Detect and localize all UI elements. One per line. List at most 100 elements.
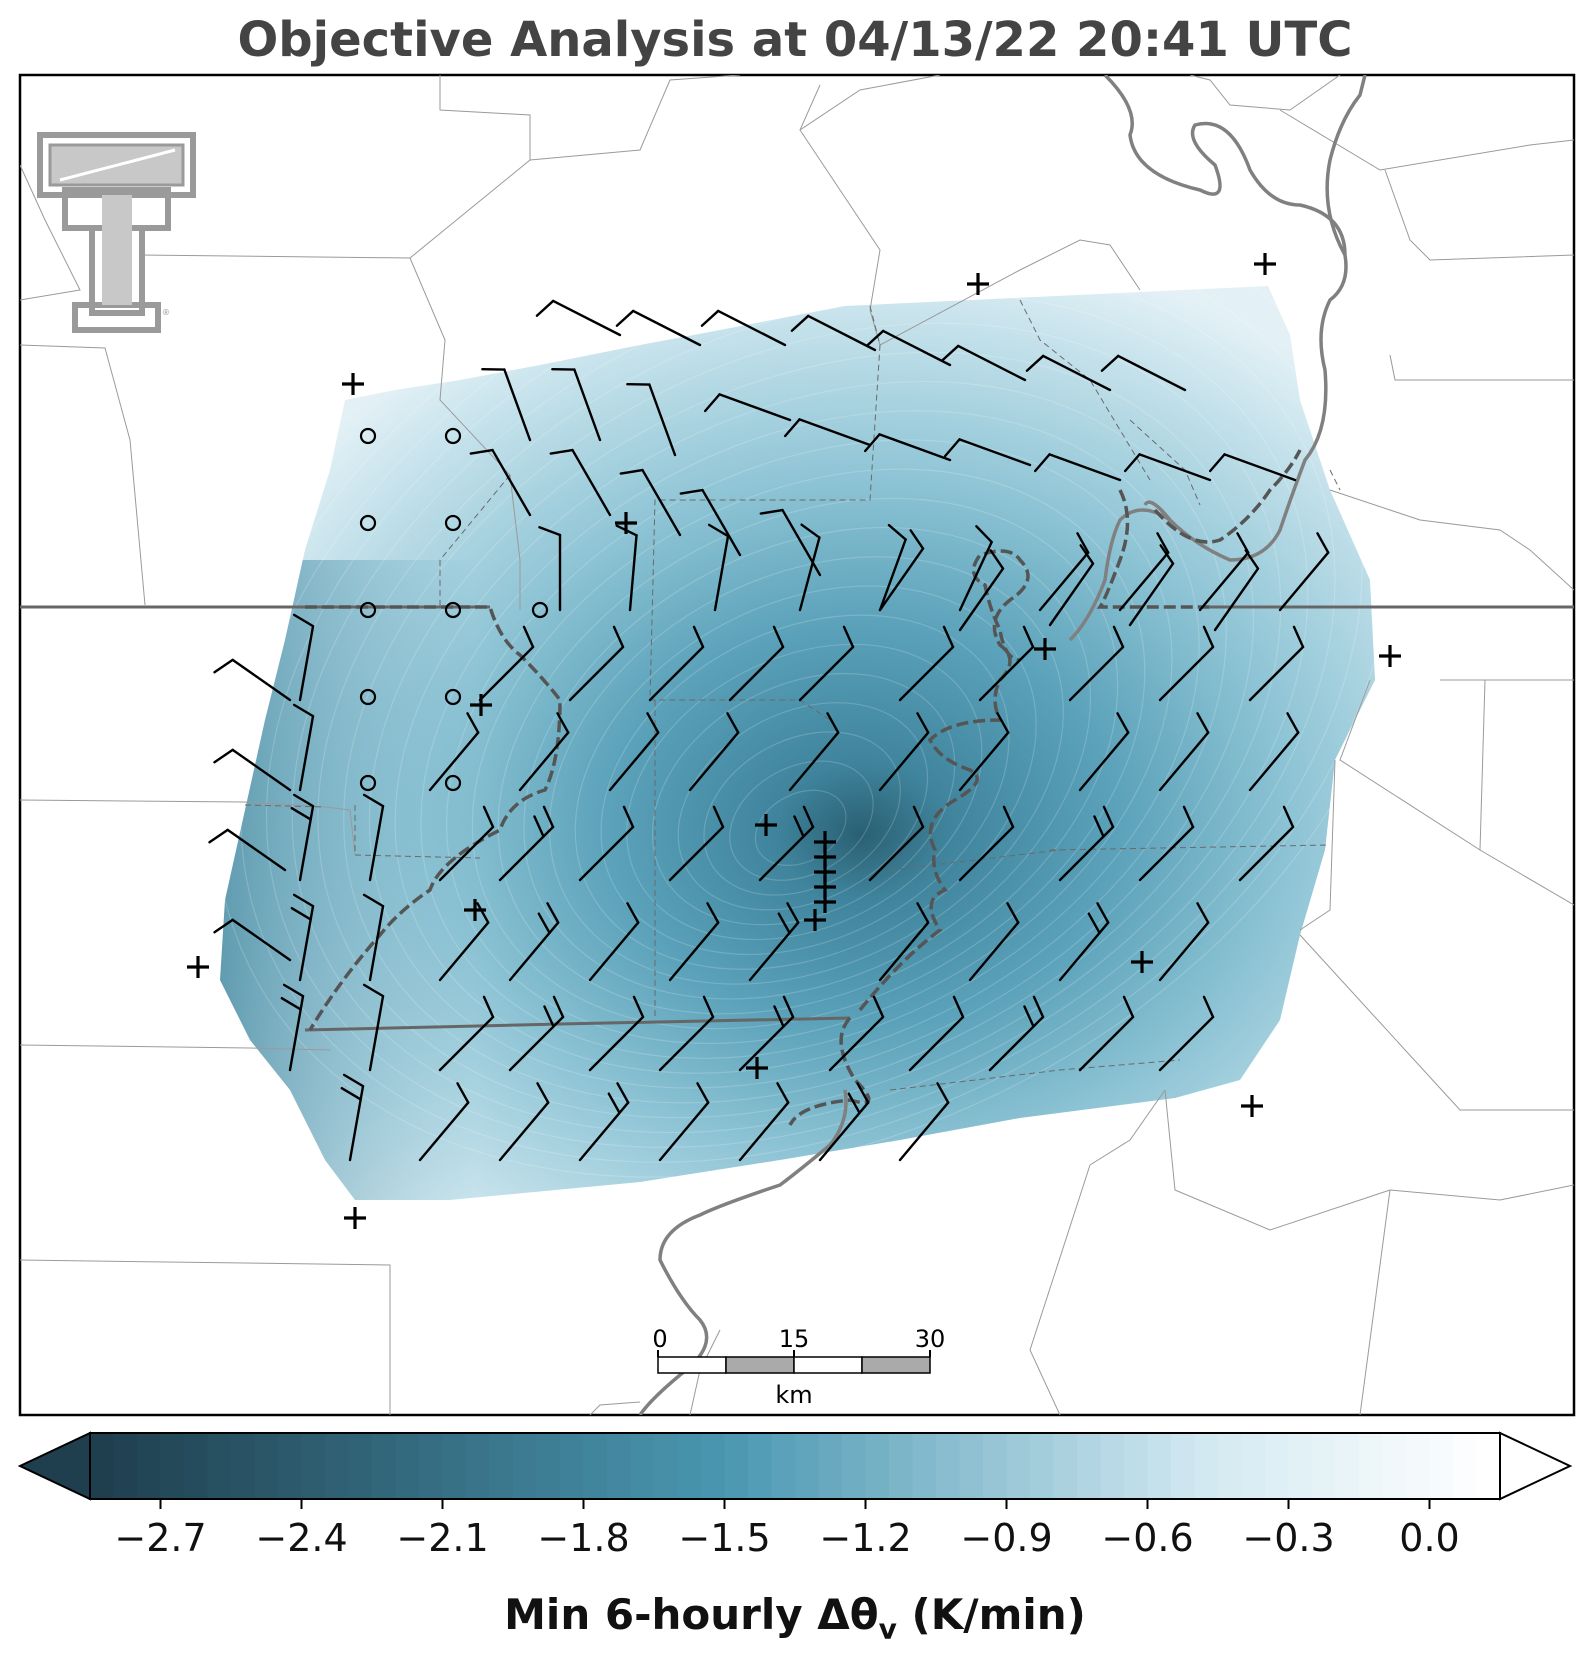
wind-barb: [1198, 532, 1250, 612]
wind-barb: [578, 805, 635, 882]
colorbar-cell: [278, 1433, 303, 1499]
station-plus-markers: [187, 253, 1401, 1229]
wind-barb: [508, 902, 560, 982]
colorbar-cell: [1194, 1433, 1219, 1499]
colorbar-cell: [160, 1433, 185, 1499]
wind-barb: [878, 902, 930, 982]
scale-tick-30: 30: [915, 1325, 946, 1353]
station-plus: [746, 1057, 768, 1079]
wind-barb: [549, 448, 612, 517]
wind-barb: [1123, 453, 1212, 482]
station-plus: [804, 909, 826, 931]
colorbar-cell: [1406, 1433, 1431, 1499]
wind-barb: [868, 805, 925, 882]
contour-line: [703, 731, 901, 896]
colorbar-label-units: (K/min): [896, 1590, 1086, 1639]
station-plus: [1034, 638, 1056, 660]
colorbar-cell: [1453, 1433, 1478, 1499]
colorbar-tick-label: 0.0: [1399, 1516, 1459, 1560]
colorbar-cell: [1265, 1433, 1290, 1499]
wind-barb: [290, 793, 315, 882]
calm-circle: [444, 688, 462, 706]
wind-barb: [668, 805, 725, 882]
wind-barb: [1025, 354, 1112, 392]
wind-barb: [748, 902, 800, 982]
wind-barb: [578, 1082, 630, 1162]
colorbar-tick-label: −2.4: [255, 1516, 347, 1560]
wind-barb: [535, 299, 622, 337]
wind-barb: [208, 828, 287, 872]
wind-barb: [428, 712, 480, 792]
wind-barb: [988, 995, 1045, 1072]
wind-barb: [1033, 453, 1122, 482]
interior-county-lines: [244, 299, 1341, 1091]
texas-tech-double-t-logo: ®: [37, 132, 196, 333]
colorbar-cell: [795, 1433, 820, 1499]
wind-barb: [968, 902, 1020, 982]
colorbar-cell: [90, 1433, 115, 1499]
wind-barb: [978, 625, 1035, 702]
station-plus: [344, 1207, 366, 1229]
wind-barb: [958, 525, 993, 612]
colorbar-cell: [419, 1433, 444, 1499]
colorbar-cell: [936, 1433, 961, 1499]
wind-barb: [878, 712, 930, 792]
calm-circle: [531, 601, 549, 619]
wind-barb: [538, 525, 562, 612]
colorbar-cell: [536, 1433, 561, 1499]
colorbar-cell: [348, 1433, 373, 1499]
wind-barb: [1248, 625, 1305, 702]
svg-text:®: ®: [162, 308, 170, 317]
wind-barb: [1058, 902, 1110, 982]
colorbar-label: Min 6-hourly Δθv (K/min): [0, 1590, 1590, 1645]
colorbar-cell: [1053, 1433, 1078, 1499]
wind-barb: [588, 995, 645, 1072]
calm-circle: [359, 427, 377, 445]
wind-barb: [1158, 995, 1215, 1072]
wind-barb: [1118, 532, 1170, 612]
colorbar: −2.7 −2.4 −2.1 −1.8 −1.5 −1.2 −0.9 −0.6 −0.3 0.0: [17, 1431, 1573, 1560]
wind-barb: [498, 1082, 550, 1162]
colorbar-tick-label: −2.1: [396, 1516, 488, 1560]
colorbar-cell: [231, 1433, 256, 1499]
wind-barb: [213, 658, 292, 702]
wind-barb: [438, 805, 495, 882]
wind-barb: [619, 468, 682, 537]
station-plus: [1379, 645, 1401, 667]
colorbar-cell: [701, 1433, 726, 1499]
wind-barb: [280, 983, 305, 1072]
wind-barb: [568, 625, 625, 702]
colorbar-cell: [1312, 1433, 1337, 1499]
colorbar-tick-label: −2.7: [114, 1516, 206, 1560]
contour-line: [317, 293, 1309, 1119]
contour-line: [626, 643, 983, 941]
colorbar-cell: [912, 1433, 937, 1499]
wind-barb: [1158, 625, 1215, 702]
colorbar-cell: [607, 1433, 632, 1499]
colorbar-cell: [1429, 1433, 1454, 1499]
colorbar-cell: [372, 1433, 397, 1499]
wind-barb: [943, 438, 1032, 467]
wind-barb: [1208, 453, 1297, 482]
contour-line: [729, 760, 874, 881]
colorbar-cell: [254, 1433, 279, 1499]
wind-barb: [608, 712, 660, 792]
wind-barb: [700, 309, 787, 347]
colorbar-cell: [207, 1433, 232, 1499]
wind-barb: [790, 314, 877, 352]
wind-barb: [1078, 995, 1135, 1072]
wind-barb: [551, 368, 602, 442]
colorbar-cell: [889, 1433, 914, 1499]
wind-barb: [759, 508, 822, 577]
wind-barb: [658, 995, 715, 1072]
colorbar-cell: [724, 1433, 749, 1499]
wind-barb: [1158, 902, 1210, 982]
scale-unit: km: [775, 1381, 812, 1409]
colorbar-tick-label: −1.2: [819, 1516, 911, 1560]
calm-station-markers: [359, 427, 549, 792]
wind-barb: [1078, 712, 1130, 792]
colorbar-cell: [583, 1433, 608, 1499]
colorbar-cell: [466, 1433, 491, 1499]
wind-barb: [878, 523, 907, 612]
